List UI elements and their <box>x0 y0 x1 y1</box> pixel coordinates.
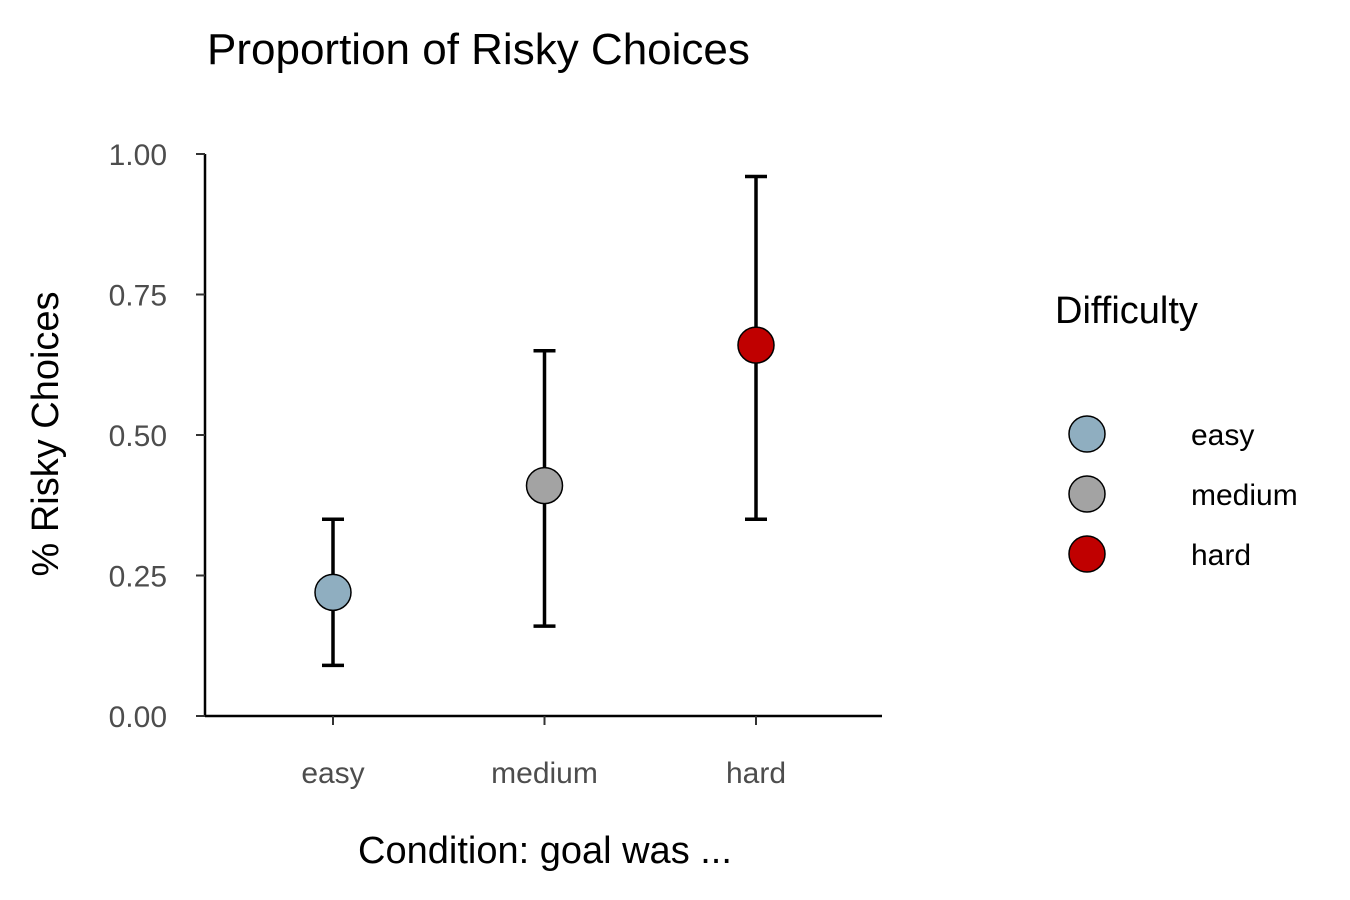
legend-label: hard <box>1191 539 1251 572</box>
point-group-medium <box>525 348 564 628</box>
legend-key <box>1068 475 1106 513</box>
legend-entry-medium: medium <box>1068 475 1298 513</box>
y-axis-title: % Risky Choices <box>25 291 67 576</box>
point-group-hard <box>737 174 775 522</box>
x-axis: easy medium hard <box>205 714 882 790</box>
legend-key <box>1068 415 1106 453</box>
x-tick-label: easy <box>301 757 364 790</box>
chart-title: Proportion of Risky Choices <box>207 25 750 74</box>
y-tick-label: 0.25 <box>109 561 167 594</box>
legend-title: Difficulty <box>1055 290 1198 332</box>
y-tick-label: 1.00 <box>109 139 167 172</box>
x-tick-label: hard <box>726 757 786 790</box>
data-point <box>737 326 775 364</box>
y-tick-label: 0.00 <box>109 701 167 734</box>
data-point <box>314 573 352 612</box>
y-axis: 0.00 0.25 0.50 0.75 1.00 <box>109 139 207 734</box>
legend-label: easy <box>1191 419 1254 452</box>
legend-key <box>1068 535 1106 573</box>
legend-label: medium <box>1191 479 1298 512</box>
data-point <box>525 466 564 505</box>
legend-entry-hard: hard <box>1068 535 1251 573</box>
data-marks <box>314 174 775 668</box>
x-axis-title: Condition: goal was ... <box>358 830 732 872</box>
legend: Difficulty easy medium hard <box>1055 290 1298 573</box>
point-group-easy <box>314 517 352 668</box>
y-tick-label: 0.50 <box>109 420 167 453</box>
x-tick-label: medium <box>491 757 598 790</box>
legend-entries: easy medium hard <box>1068 415 1298 573</box>
y-tick-label: 0.75 <box>109 280 167 313</box>
legend-entry-easy: easy <box>1068 415 1254 453</box>
